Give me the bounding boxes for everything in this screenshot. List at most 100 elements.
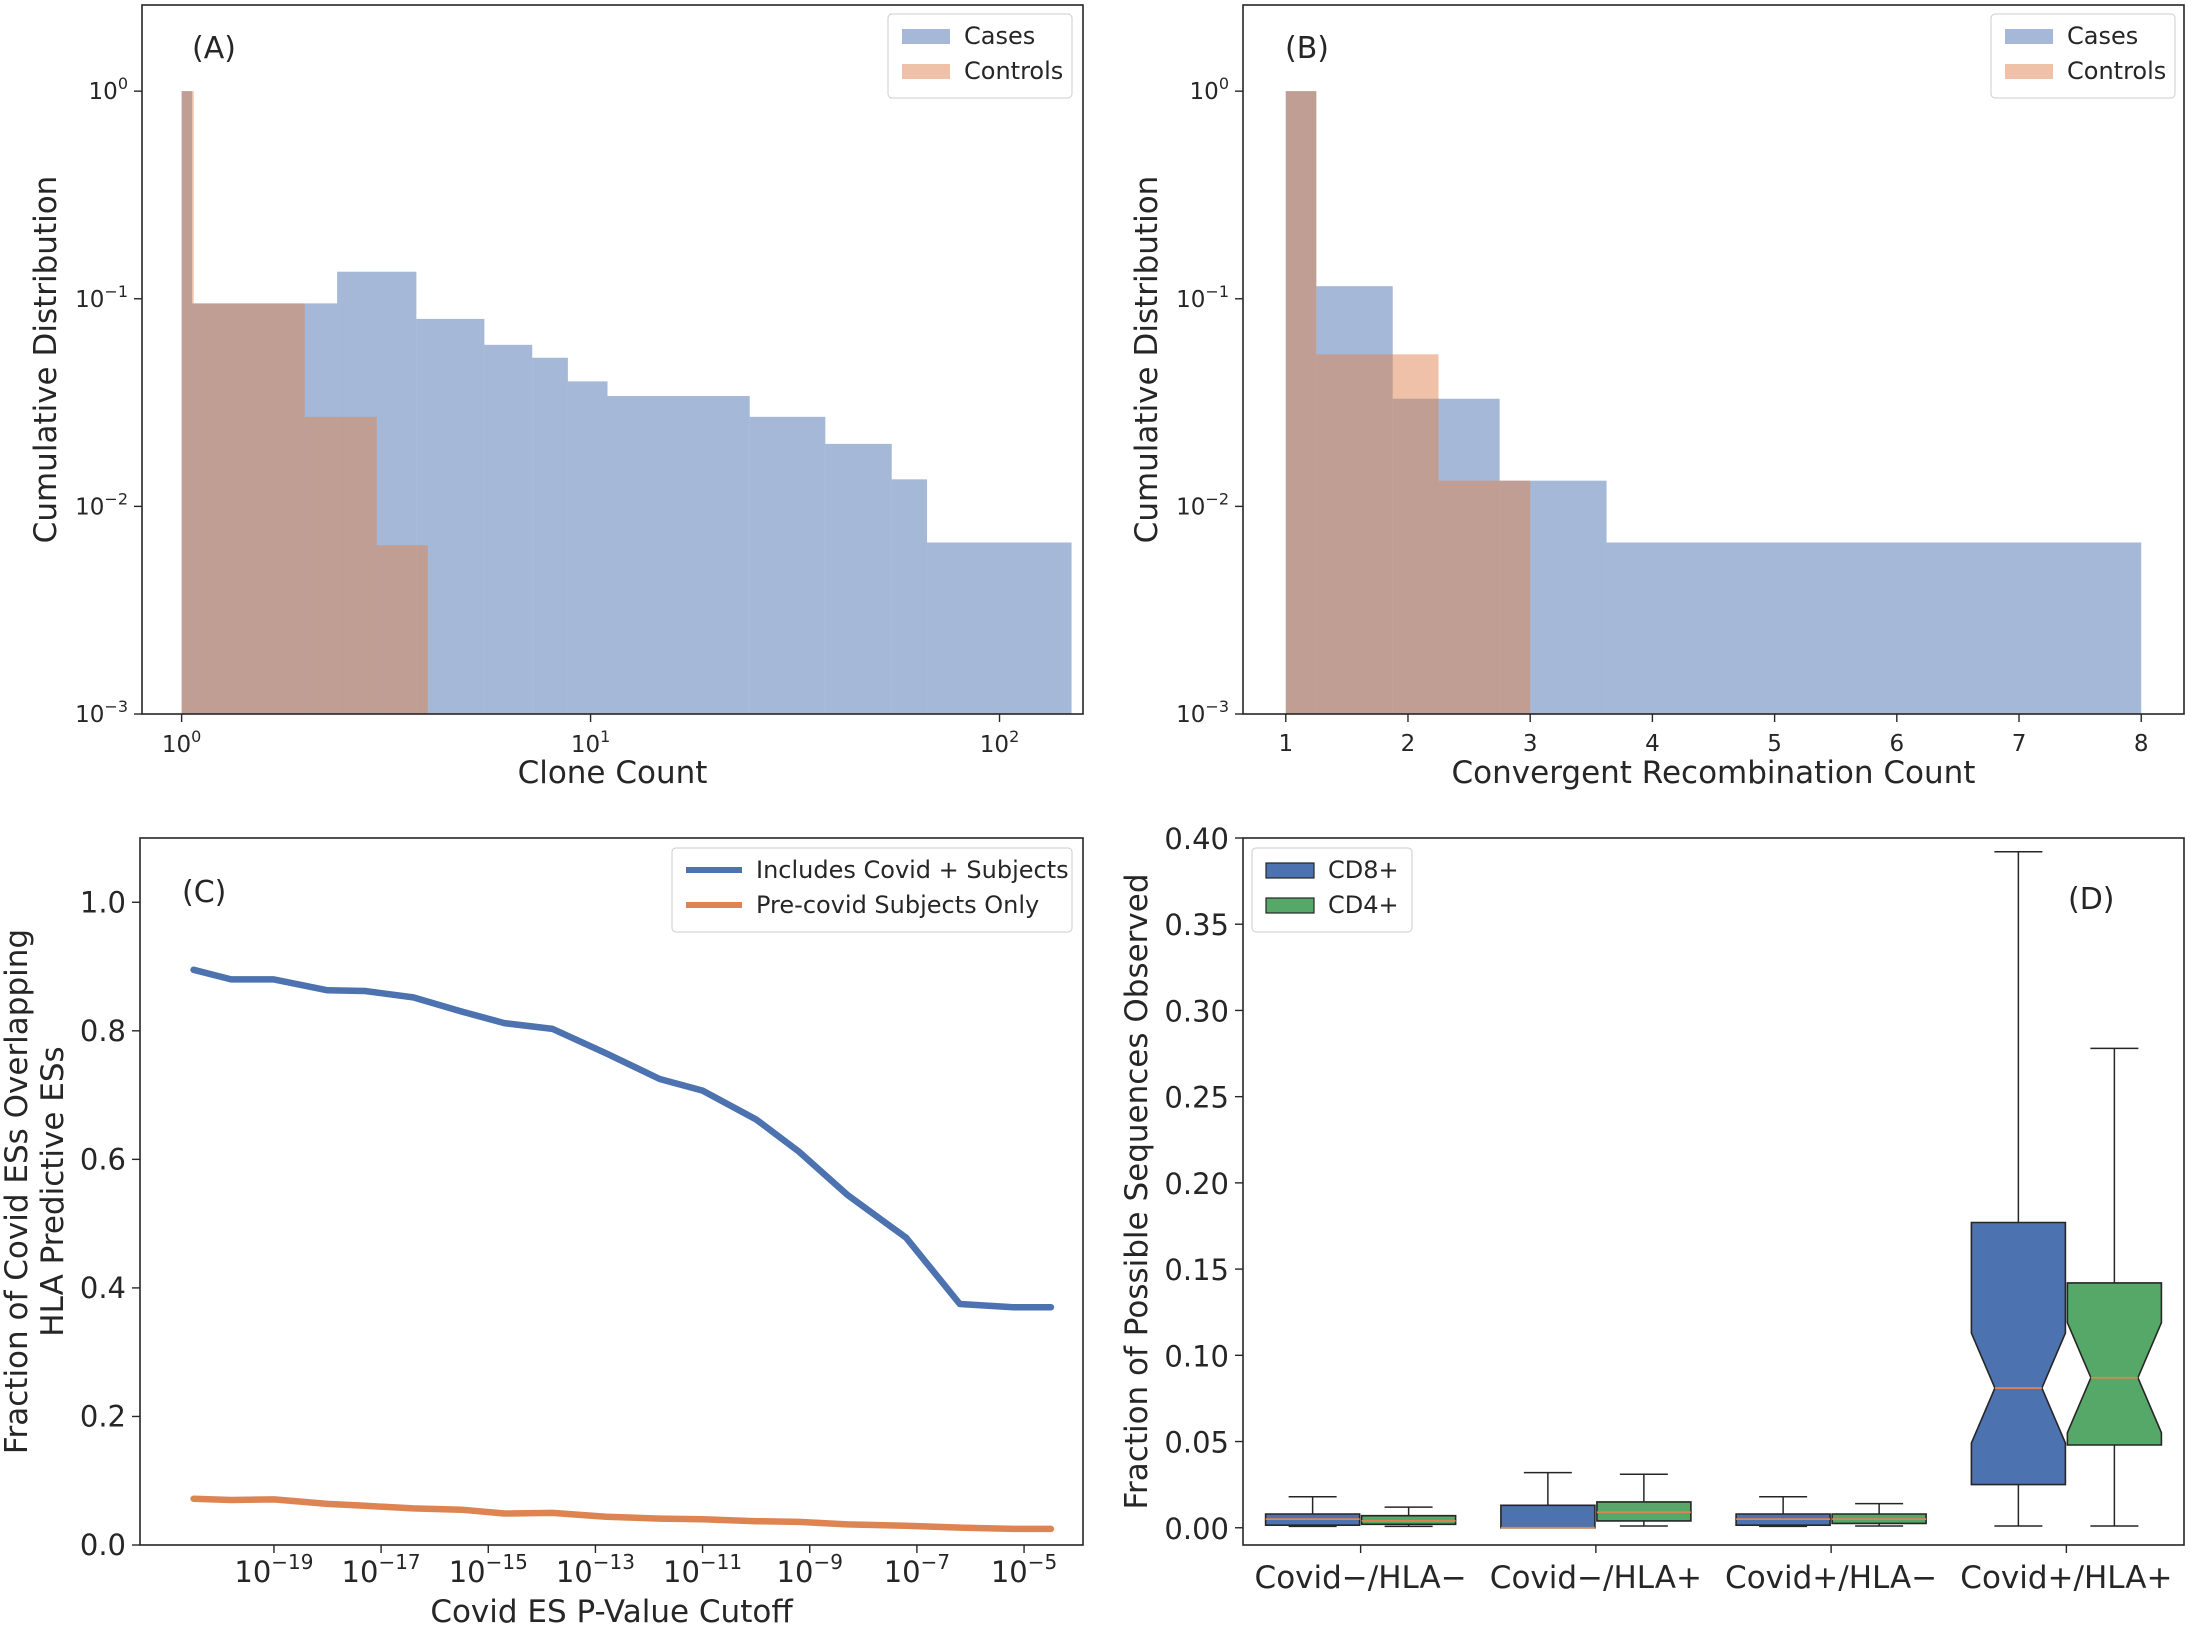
line-pre-covid-subjects-only [190, 1495, 1055, 1533]
x-tick-label: 7 [2012, 731, 2027, 757]
x-axis-label: Covid ES P-Value Cutoff [430, 1594, 793, 1626]
hist-bar-cases [749, 416, 826, 714]
y-tick-label: 0.25 [1164, 1081, 1229, 1115]
legend-label: Cases [2067, 22, 2138, 50]
y-tick-label: 0.30 [1164, 994, 1229, 1028]
legend-label: Controls [2067, 57, 2166, 85]
hist-bar-controls [181, 91, 194, 715]
x-tick-label: 10−7 [884, 1550, 950, 1589]
y-tick-label: 0.8 [80, 1014, 126, 1048]
axes-frame-a [141, 4, 1084, 715]
legend-swatch [2005, 64, 2053, 79]
hist-bar-controls [1438, 480, 1531, 714]
x-tick-label: 6 [1889, 731, 1904, 757]
hist-bar-controls [304, 416, 377, 714]
legend-label: Includes Covid + Subjects [756, 856, 1069, 884]
legend-swatch [902, 29, 950, 44]
y-tick-label: 10−1 [1176, 282, 1229, 313]
y-tick-label: 0.15 [1164, 1253, 1229, 1287]
y-tick-label: 0.4 [80, 1271, 126, 1305]
box-cd8-plus [1970, 1221, 2067, 1486]
panel-a: 100 101 102 10−3 10−2 10−1 100 Clone Count Cumul… [28, 13, 1073, 791]
panel-label: (A) [192, 31, 236, 66]
axes-frame-d [1242, 837, 2185, 1546]
x-tick-label: 10−9 [777, 1550, 843, 1589]
y-tick-label: 10−3 [1176, 697, 1229, 728]
legend-swatch [2005, 29, 2053, 44]
y-tick-label: 0.00 [1164, 1512, 1229, 1546]
axes-frame-c [139, 837, 1084, 1546]
x-tick-label: Covid+/HLA+ [1960, 1560, 2172, 1596]
x-tick-label: Covid+/HLA− [1725, 1560, 1937, 1596]
y-tick-label: 0.0 [80, 1528, 126, 1562]
hist-bar-cases [567, 381, 608, 714]
y-axis-label: Fraction of Covid ESs Overlapping [0, 929, 35, 1454]
legend-label: Pre-covid Subjects Only [756, 891, 1039, 919]
y-tick-label: 0.6 [80, 1142, 126, 1176]
y-tick-label: 0.10 [1164, 1339, 1229, 1373]
y-tick-label: 10−3 [75, 697, 128, 728]
legend-label: Cases [964, 22, 1035, 50]
legend-box [671, 847, 1073, 933]
y-tick-label: 0.35 [1164, 908, 1229, 942]
panel-c: 10−19 10−17 10−15 10−13 10−11 10−9 10−7 10−5 0.0… [0, 847, 1073, 1626]
x-tick-label: Covid−/HLA− [1255, 1560, 1467, 1596]
y-tick-label: 10−2 [1176, 489, 1229, 520]
line-includes-covid-subjects [190, 966, 1055, 1311]
hist-bar-controls [1285, 91, 1317, 715]
x-tick-label: 102 [980, 727, 1019, 758]
x-tick-label: 2 [1401, 731, 1416, 757]
x-tick-label: 10−5 [991, 1550, 1057, 1589]
legend-swatch [1265, 897, 1315, 914]
x-axis-label: Clone Count [518, 755, 708, 791]
legend-label: Controls [964, 57, 1063, 85]
y-tick-label: 0.05 [1164, 1426, 1229, 1460]
legend-label: CD8+ [1328, 856, 1399, 884]
y-tick-label: 100 [1190, 74, 1229, 105]
hist-bar-cases [825, 443, 892, 714]
y-tick-label: 10−2 [75, 489, 128, 520]
hist-bar-controls [193, 303, 305, 714]
x-tick-label: 4 [1645, 731, 1660, 757]
box-cd4-plus [2066, 1282, 2163, 1446]
axes-frame-b [1242, 4, 2185, 715]
hist-bar-controls [376, 545, 428, 714]
x-tick-label: 10−13 [556, 1550, 635, 1589]
hist-bar-cases [607, 396, 750, 714]
x-axis-label: Convergent Recombination Count [1452, 755, 1976, 791]
hist-bar-cases [1713, 542, 2142, 714]
y-tick-label: 0.2 [80, 1399, 126, 1433]
y-axis-label: HLA Predictive ESs [35, 1046, 71, 1336]
x-tick-label: 10−19 [234, 1550, 313, 1589]
y-tick-label: 10−1 [75, 282, 128, 313]
hist-bar-controls [1316, 354, 1439, 714]
x-tick-label: 3 [1523, 731, 1538, 757]
panel-label: (C) [182, 875, 226, 910]
legend-swatch [1265, 862, 1315, 879]
panel-label: (B) [1285, 31, 1329, 66]
y-tick-label: 0.20 [1164, 1167, 1229, 1201]
y-axis-label: Cumulative Distribution [28, 176, 64, 544]
y-tick-label: 0.40 [1164, 822, 1229, 856]
panel-d: Covid−/HLA− Covid−/HLA+ Covid+/HLA− Covid+/… [1119, 822, 2172, 1596]
y-tick-label: 1.0 [80, 885, 126, 919]
box-cd8-plus [1500, 1504, 1596, 1529]
y-axis-label: Fraction of Possible Sequences Observed [1119, 873, 1155, 1509]
x-tick-label: 10−15 [449, 1550, 528, 1589]
legend-swatch [902, 64, 950, 79]
y-tick-label: 100 [89, 74, 128, 105]
x-tick-label: Covid−/HLA+ [1490, 1560, 1702, 1596]
hist-bar-cases [891, 479, 928, 714]
x-tick-label: 5 [1767, 731, 1782, 757]
hist-bar-cases [532, 357, 568, 714]
hist-bar-cases [927, 542, 1072, 714]
x-tick-label: 100 [162, 727, 201, 758]
legend-label: CD4+ [1328, 891, 1399, 919]
x-tick-label: 10−11 [663, 1550, 742, 1589]
x-tick-label: 8 [2134, 731, 2149, 757]
y-axis-label: Cumulative Distribution [1129, 176, 1165, 544]
hist-bar-cases [1606, 542, 1714, 714]
panel-b: 1 2 3 4 5 6 7 8 10−3 10−2 10−1 100 Convergent Recomb… [1129, 13, 2176, 791]
x-tick-label: 10−17 [342, 1550, 421, 1589]
